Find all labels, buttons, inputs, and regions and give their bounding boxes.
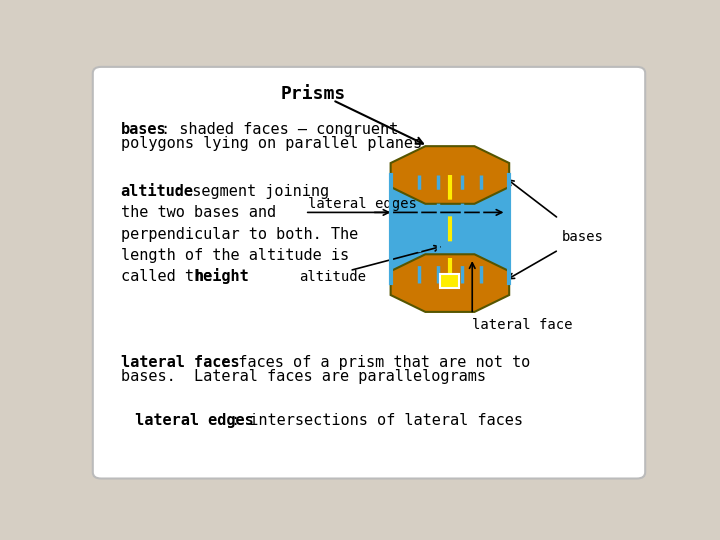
Text: Prisms: Prisms <box>281 85 346 103</box>
Text: bases: bases <box>562 231 603 245</box>
Text: lateral edges: lateral edges <box>307 197 416 211</box>
Text: lateral edges: lateral edges <box>126 413 254 428</box>
Text: : faces of a prism that are not to: : faces of a prism that are not to <box>220 355 530 369</box>
Text: altitude: altitude <box>121 184 194 199</box>
Text: height: height <box>194 268 249 285</box>
Text: altitude: altitude <box>300 270 366 284</box>
Text: perpendicular to both. The: perpendicular to both. The <box>121 227 358 241</box>
Text: : segment joining: : segment joining <box>174 184 329 199</box>
Text: lateral faces: lateral faces <box>121 355 239 369</box>
Text: : shaded faces – congruent: : shaded faces – congruent <box>161 122 398 137</box>
Text: lateral face: lateral face <box>472 318 572 332</box>
Text: : intersections of lateral faces: : intersections of lateral faces <box>231 413 523 428</box>
Text: bases: bases <box>121 122 166 137</box>
Polygon shape <box>391 146 509 204</box>
Text: polygons lying on parallel planes: polygons lying on parallel planes <box>121 136 422 151</box>
Polygon shape <box>441 274 459 288</box>
Polygon shape <box>391 254 509 312</box>
Text: called the: called the <box>121 269 221 284</box>
Text: bases.  Lateral faces are parallelograms: bases. Lateral faces are parallelograms <box>121 369 486 384</box>
Text: the two bases and: the two bases and <box>121 205 276 220</box>
Text: length of the altitude is: length of the altitude is <box>121 248 348 263</box>
FancyBboxPatch shape <box>93 67 645 478</box>
Polygon shape <box>391 175 509 283</box>
